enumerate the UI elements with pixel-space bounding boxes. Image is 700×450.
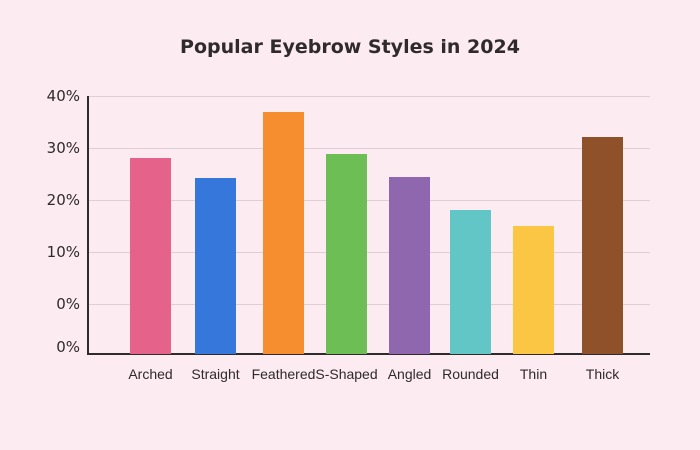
y-tick-label: 0% xyxy=(56,295,80,313)
x-tick-label: Angled xyxy=(387,366,432,382)
chart-title: Popular Eyebrow Styles in 2024 xyxy=(180,36,520,58)
gridline xyxy=(87,148,650,149)
x-tick-label: Arched xyxy=(128,366,173,382)
x-tick-label: Rounded xyxy=(442,366,499,382)
gridline xyxy=(87,200,650,201)
y-tick-label: 30% xyxy=(46,139,80,157)
x-tick-label: Thick xyxy=(585,366,620,382)
bar-arched xyxy=(130,158,171,354)
x-axis-line xyxy=(87,353,650,355)
x-tick-label: Thin xyxy=(519,366,548,382)
bar-thin xyxy=(513,226,554,354)
y-tick-label: 0% xyxy=(56,338,80,356)
bar-feathered xyxy=(263,111,304,354)
y-tick-label: 20% xyxy=(46,191,80,209)
x-tick-label: S-Shaped xyxy=(315,366,378,382)
x-tick-label: Feathered xyxy=(251,366,316,382)
y-tick-label: 40% xyxy=(46,87,80,105)
gridline xyxy=(87,252,650,253)
x-tick-label: Straight xyxy=(191,366,240,382)
y-tick-label: 10% xyxy=(46,243,80,261)
bar-rounded xyxy=(450,210,491,354)
bar-thick xyxy=(582,136,623,354)
plot-area xyxy=(87,96,650,354)
bar-s-shaped xyxy=(326,154,367,354)
bar-angled xyxy=(389,177,430,354)
bar-straight xyxy=(195,178,236,354)
y-axis-line xyxy=(87,96,89,355)
gridline xyxy=(87,96,650,97)
gridline xyxy=(87,304,650,305)
